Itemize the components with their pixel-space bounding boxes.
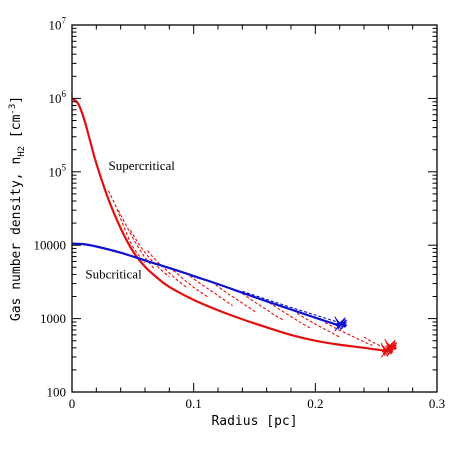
y-axis-label-unit: [cm (9, 114, 24, 145)
x-axis-label: Radius [pc] (211, 414, 297, 429)
y-axis-label-subscript: H2 (17, 146, 27, 157)
dashed-profile-4 (168, 266, 209, 298)
dashed-profile-7 (242, 293, 284, 321)
dashed-profile-10 (324, 322, 373, 347)
annotation-subcritical: Subcritical (85, 267, 142, 282)
dashed-profile-5 (189, 275, 233, 307)
annotations: Supercritical Subcritical (85, 158, 175, 282)
y-tick-label-5: 107 (49, 16, 67, 33)
series-line-1 (71, 242, 341, 327)
tick-labels: 0 0.1 0.2 0.3 100 1000 10000 105 106 107 (34, 16, 446, 412)
dashed-profile-6 (215, 284, 258, 314)
dashed-profile-2 (129, 229, 170, 278)
x-tick-label-0: 0 (69, 396, 76, 411)
annotation-supercritical: Supercritical (109, 158, 176, 173)
y-tick-label-1: 1000 (40, 311, 66, 326)
plot-frame (71, 24, 438, 393)
y-tick-label-4: 106 (49, 89, 67, 106)
noise-cluster-2 (384, 338, 398, 354)
y-axis-label: Gas number density, nH2 [cm-3] (8, 96, 27, 321)
dashed-profile-3 (147, 250, 188, 289)
dashed-profile-8 (268, 302, 311, 329)
dashed-profile-12 (242, 290, 338, 323)
x-tick-label-1: 0.1 (186, 396, 202, 411)
series-line-0 (71, 97, 389, 353)
y-tick-label-2: 10000 (34, 238, 67, 253)
dashed-profile-9 (296, 312, 340, 338)
y-tick-label-0: 100 (47, 385, 67, 400)
axis-ticks (71, 24, 438, 393)
y-tick-label-3: 105 (49, 162, 67, 179)
y-axis-label-exponent: -3 (8, 104, 18, 115)
x-tick-label-3: 0.3 (429, 396, 445, 411)
x-tick-label-2: 0.2 (307, 396, 323, 411)
noise-cluster-0 (334, 316, 348, 332)
plot-area (71, 24, 438, 393)
dashed-profile-1 (117, 209, 156, 270)
data-curves (71, 97, 398, 358)
dashed-profile-0 (108, 190, 146, 263)
y-axis-label-close: ] (9, 96, 24, 104)
y-axis-label-text: Gas number density, n (9, 157, 24, 321)
